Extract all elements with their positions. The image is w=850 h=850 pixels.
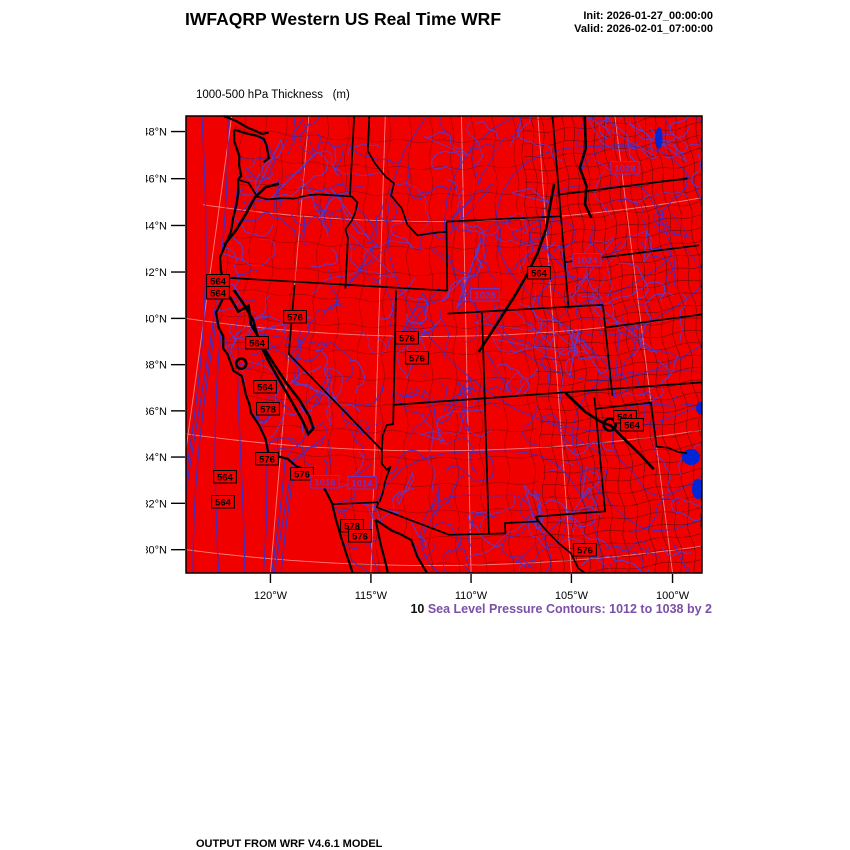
map-area: 5645645765645645645785765765765765645645… [186,116,702,573]
init-time: Init: 2026-01-27_00:00:00 [583,10,713,22]
contour-label: 564 [624,421,641,432]
contour-label: 564 [215,498,232,509]
lat-tick-label: 40°N [146,313,167,325]
pressure-labels: 1028 1024 1028 1016 1014 [310,161,640,490]
caption-overlap-text: 10 [410,602,425,616]
contour-label: 576 [577,546,593,557]
contour-label: 1028 [474,291,495,302]
caption-text: Sea Level Pressure Contours: 1012 to 103… [427,602,712,616]
contour-label: 1014 [351,479,373,490]
contour-label: 564 [210,277,227,288]
contour-label: 564 [210,289,227,300]
lon-tick-label: 110°W [455,590,488,602]
lat-tick-label: 44°N [146,220,167,232]
contour-label: 564 [531,269,548,280]
lat-tick-label: 30°N [146,545,167,557]
contour-label: 564 [257,383,274,394]
contour-label: 576 [399,334,415,345]
contour-label: 564 [249,339,266,350]
lon-tick-label: 105°W [555,590,589,602]
slp-contour-caption: 10 Sea Level Pressure Contours: 1012 to … [410,602,712,616]
lat-tick-label: 42°N [146,267,167,279]
state-borders [222,116,702,573]
contour-label: 564 [217,473,234,484]
contour-label: 1016 [314,478,335,489]
lat-tick-label: 46°N [146,174,167,186]
contour-label: 576 [294,470,310,481]
contour-label: 576 [259,455,275,466]
lake-fill [655,127,702,499]
lat-tick-label: 32°N [146,498,167,510]
lat-tick-label: 36°N [146,406,167,418]
lon-tick-label: 120°W [254,590,288,602]
legend-line-thickness-1: 1000-500 hPa Thickness (m) [196,89,350,101]
contour-label: 578 [344,522,360,533]
lon-tick-label: 100°W [656,590,690,602]
run-info: Init: 2026-01-27_00:00:00 Valid: 2026-02… [574,10,713,36]
valid-time: Valid: 2026-02-01_07:00:00 [574,23,713,35]
map-canvas: 5645645765645645645785765765765765645645… [146,115,703,602]
lat-tick-label: 34°N [146,452,167,464]
model-footer: OUTPUT FROM WRF V4.6.1 MODEL WE = 310 ; … [196,812,645,850]
lon-tick-label: 115°W [355,590,388,602]
map-frame [185,115,703,574]
axes: 48°N 46°N 44°N 42°N 40°N 38°N 36°N 34°N 32°N 30°N… [146,127,690,602]
lat-tick-label: 48°N [146,127,167,139]
contour-label: 1024 [576,256,598,267]
plot-title: IWFAQRP Western US Real Time WRF [184,9,502,29]
lat-tick-label: 38°N [146,360,167,372]
contour-label: 578 [260,405,276,416]
contour-label: 1028 [614,164,635,175]
contour-label: 576 [409,354,425,365]
contour-label: 576 [352,532,368,543]
thickness-fill [186,116,702,573]
footer-line-1: OUTPUT FROM WRF V4.6.1 MODEL [196,838,383,850]
contour-label: 576 [287,313,303,324]
thickness-labels: 5645645765645645645785765765765765645645… [206,266,644,557]
